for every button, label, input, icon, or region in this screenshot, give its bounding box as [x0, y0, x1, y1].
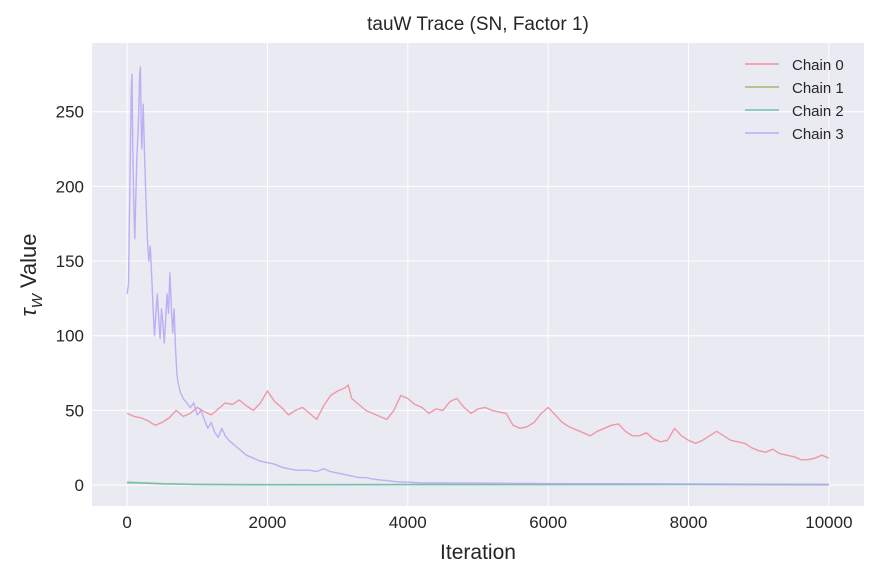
series-line-chain-3	[126, 66, 829, 485]
x-tick-label: 8000	[670, 513, 708, 532]
y-axis-label: τW Value	[16, 233, 46, 316]
y-axis-label-text: Value	[16, 233, 41, 288]
x-tick-label: 2000	[249, 513, 287, 532]
legend-label: Chain 1	[792, 80, 844, 97]
y-axis-label-symbol: τ	[16, 307, 41, 317]
x-tick-label: 0	[122, 513, 131, 532]
legend-label: Chain 0	[792, 57, 844, 74]
plot-area	[92, 43, 864, 506]
y-axis-label-subscript: W	[29, 292, 46, 308]
y-tick-label: 100	[56, 327, 84, 346]
legend-label: Chain 2	[792, 103, 844, 120]
y-tick-label: 200	[56, 177, 84, 196]
y-tick-labels: 0 50 100 150 200 250	[56, 103, 84, 495]
x-axis-label: Iteration	[440, 541, 516, 564]
series-lines	[126, 66, 830, 486]
x-tick-label: 10000	[805, 513, 852, 532]
y-tick-label: 50	[65, 401, 84, 420]
x-tick-label: 6000	[529, 513, 567, 532]
x-gridlines	[126, 43, 830, 506]
x-tick-label: 4000	[389, 513, 427, 532]
legend-label: Chain 3	[792, 126, 844, 143]
legend: Chain 0 Chain 1 Chain 2 Chain 3	[745, 57, 844, 143]
y-tick-label: 0	[75, 476, 84, 495]
y-tick-label: 150	[56, 252, 84, 271]
series-line-chain-0	[126, 384, 830, 461]
series-line-chain-2	[127, 482, 829, 486]
y-tick-label: 250	[56, 103, 84, 122]
x-tick-labels: 0 2000 4000 6000 8000 10000	[122, 513, 852, 532]
chart-title: tauW Trace (SN, Factor 1)	[367, 14, 589, 35]
